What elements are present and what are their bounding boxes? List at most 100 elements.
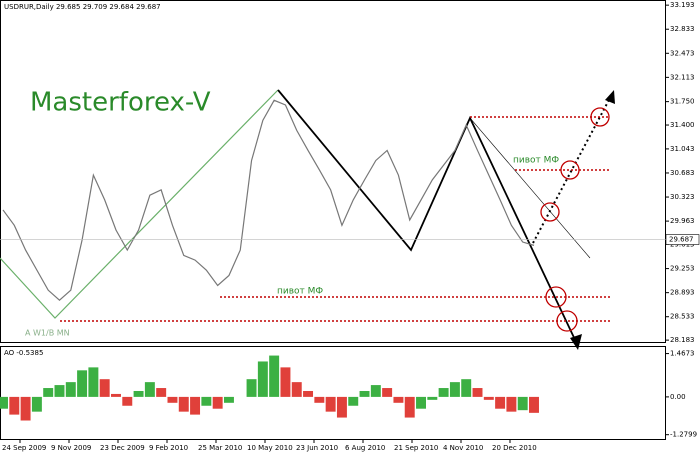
y-tick-label: -1.2799 [670,431,697,439]
arrow-head [570,334,582,350]
ao-bar [122,396,133,406]
ao-panel [0,346,666,440]
y-tick-label: 29.963 [670,217,695,225]
ao-bar [156,388,167,397]
ao-bar [54,385,65,397]
ao-bar [359,390,370,397]
ao-bar [427,396,438,400]
ao-bar [382,388,393,397]
ao-bar [223,396,234,403]
ao-bar [404,396,415,418]
ao-bar [65,382,76,397]
y-tick-label: 31.400 [670,121,695,129]
x-tick-label: 25 Mar 2010 [198,444,242,452]
ao-bar [43,388,54,397]
ao-bar [190,396,201,415]
ao-bar [449,382,460,397]
x-tick-label: 24 Sep 2009 [2,444,46,452]
x-tick-label: 23 Dec 2009 [100,444,145,452]
black-zigzag [277,89,579,347]
ao-bar [167,396,178,403]
last-price-box [665,234,700,245]
ao-bar [77,370,88,397]
y-tick-label: 28.533 [670,313,695,321]
ao-bar [111,393,121,397]
y-tick-label: 33.193 [670,1,695,9]
ao-bar [529,396,539,413]
ao-bar [144,382,155,397]
ao-bar [99,379,110,397]
pivot-label: пивот МФ [277,287,323,297]
arrow-head [605,90,615,104]
ao-bar [495,396,506,409]
green-zigzag [0,89,279,319]
ao-bar [212,396,223,409]
last-price-label: 29.687 [669,236,694,244]
x-tick-label: 9 Nov 2009 [51,444,91,452]
main-panel [0,0,666,343]
ao-bar [472,388,483,397]
pivot-levels [60,116,610,322]
ao-bar [506,396,517,412]
ao-bar [303,390,314,397]
ao-bar [20,396,31,421]
ao-bar [314,396,325,403]
price-line [2,99,535,302]
y-tick-label: 30.323 [670,193,695,201]
ao-bar [461,379,472,397]
ao-bar [201,396,212,406]
y-tick-label: 32.113 [670,73,695,81]
y-tick-label: 30.683 [670,169,695,177]
ao-bar [438,388,449,397]
x-tick-label: 10 May 2010 [247,444,293,452]
ao-bar [348,396,359,406]
target-circle [560,160,580,180]
ao-bar [178,396,189,412]
ao-bar [9,396,20,415]
ao-bar [336,396,347,418]
ao-bar [88,367,99,397]
x-tick-label: 4 Nov 2010 [443,444,483,452]
ao-bar [483,396,494,400]
x-tick-label: 9 Feb 2010 [149,444,188,452]
ao-bar [325,396,336,412]
target-circle [545,286,567,308]
ao-bar [517,396,528,411]
ao-bar [0,396,8,409]
thin-line [469,117,591,259]
x-tick-label: 6 Aug 2010 [345,444,385,452]
target-circle [590,107,610,127]
ao-bar [246,379,257,397]
ao-bar [133,390,144,397]
ao-title: AO -0.5385 [4,349,43,357]
target-circles [540,107,610,332]
chart-title: USDRUR,Daily 29.685 29.709 29.684 29.687 [4,3,161,11]
brand-label: Masterforex-V [30,88,211,118]
ao-bar [393,396,404,403]
analysis-drawings [0,89,615,350]
ao-bar [257,361,268,397]
target-circle [556,310,578,332]
x-tick-label: 21 Sep 2010 [394,444,438,452]
pivot-label: пивот МФ [513,156,559,166]
y-tick-label: 1.4673 [670,350,695,358]
y-tick-label: 32.833 [670,25,695,33]
ao-bar [280,367,291,397]
dotted-arrow [532,97,611,244]
ao-bar [269,355,280,397]
y-tick-label: 31.043 [670,145,695,153]
ao-bar [370,385,381,397]
y-tick-label: 29.253 [670,265,695,273]
wave-label: A W1/B MN [25,329,70,338]
x-tick-label: 20 Dec 2010 [492,444,537,452]
y-tick-label: 0.00 [670,393,686,401]
ao-bar [31,396,42,412]
y-tick-label: 28.893 [670,289,695,297]
target-circle [540,202,560,222]
x-tick-label: 23 Jun 2010 [296,444,338,452]
ao-bar [416,396,426,409]
y-tick-label: 32.473 [670,49,695,57]
y-tick-label: 28.183 [670,336,695,344]
ao-bar [291,382,302,397]
